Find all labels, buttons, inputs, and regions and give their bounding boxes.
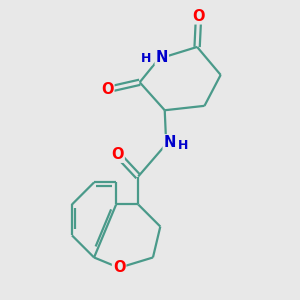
Text: O: O [113,260,125,275]
Text: N: N [164,135,176,150]
Text: H: H [178,139,188,152]
Text: O: O [192,8,205,23]
Text: O: O [101,82,114,97]
Text: O: O [111,147,124,162]
Text: N: N [156,50,168,65]
Text: H: H [141,52,152,64]
